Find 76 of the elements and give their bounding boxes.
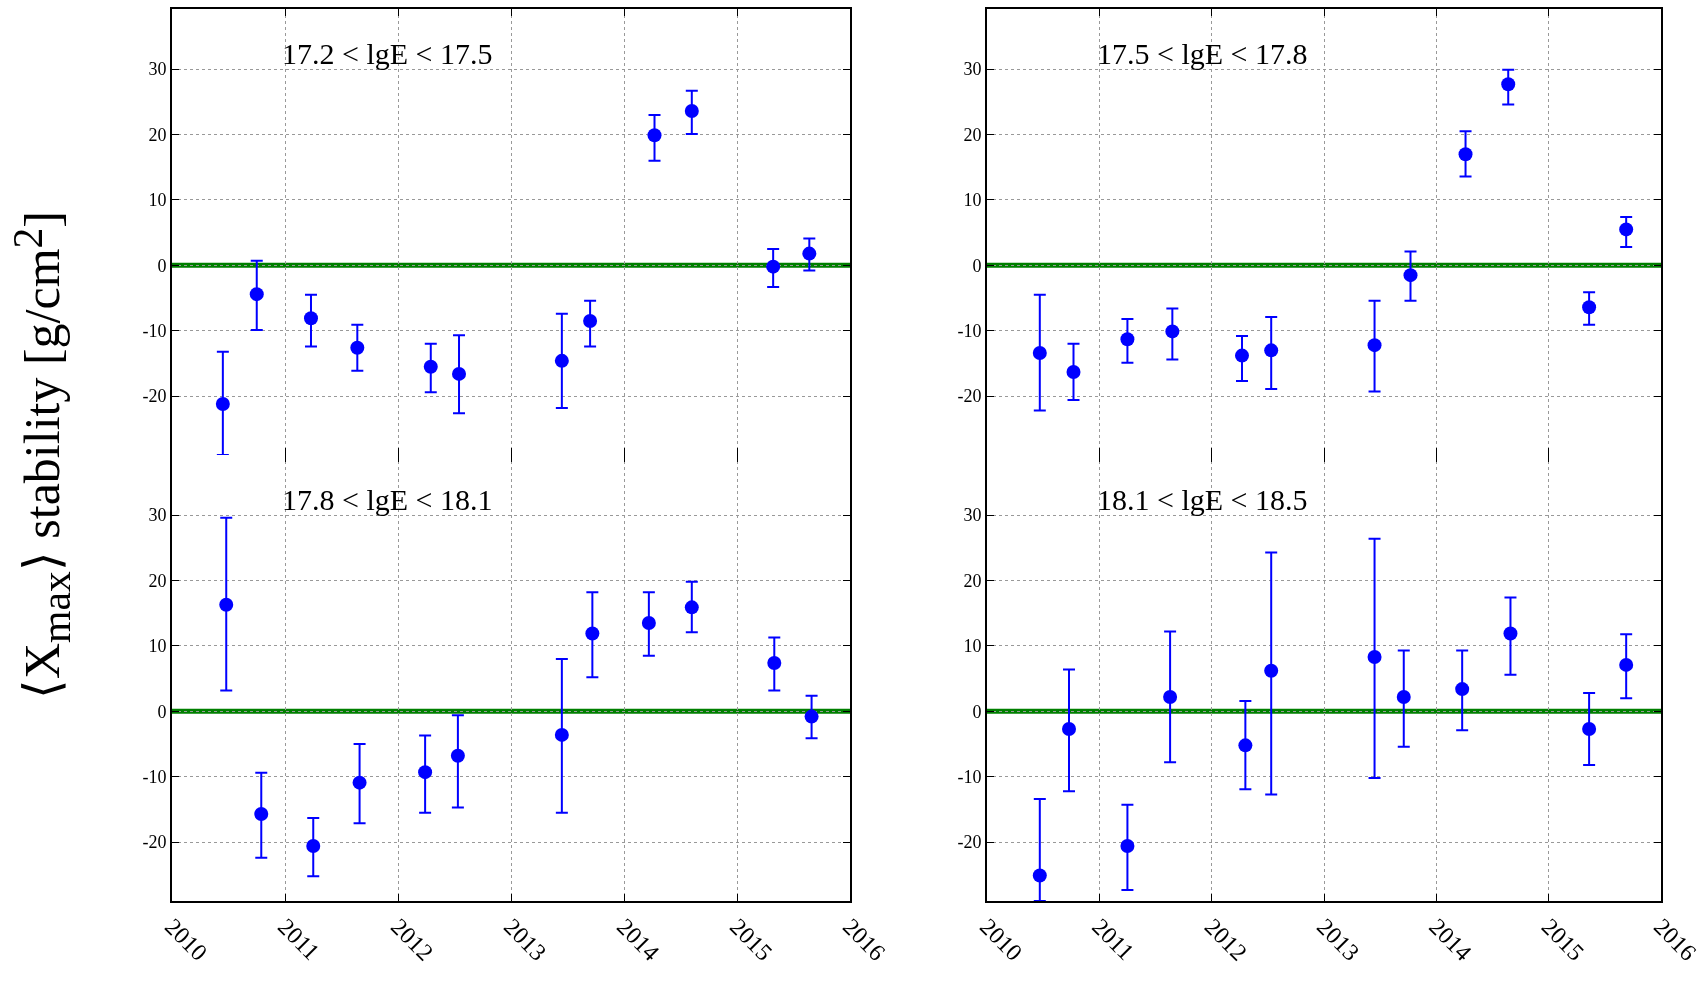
point	[249, 287, 264, 302]
point	[554, 727, 569, 742]
point	[1120, 332, 1135, 347]
y-tick-label: -10	[142, 321, 167, 342]
y-tick-label: 0	[157, 255, 167, 276]
y-tick-label: -20	[142, 386, 167, 407]
point	[306, 839, 321, 854]
point	[1582, 300, 1597, 315]
point	[1032, 345, 1047, 360]
annotation: 17.8 < lgE < 18.1	[282, 483, 493, 516]
point	[1165, 324, 1180, 339]
point	[804, 709, 819, 724]
point	[1619, 222, 1634, 237]
point	[1032, 868, 1047, 883]
point	[1503, 626, 1518, 641]
point	[254, 807, 269, 822]
point	[1396, 689, 1411, 704]
point	[1264, 663, 1279, 678]
y-tick-label: -20	[957, 832, 982, 853]
point	[1163, 689, 1178, 704]
point	[304, 311, 318, 326]
point	[452, 366, 467, 381]
y-tick-label: -20	[957, 386, 982, 407]
point	[1501, 77, 1516, 92]
point	[767, 655, 782, 670]
y-tick-label: 30	[963, 59, 982, 80]
point	[766, 259, 781, 274]
point	[1619, 657, 1634, 672]
point	[684, 104, 699, 119]
point	[1455, 682, 1470, 697]
point	[350, 340, 365, 355]
point	[1458, 147, 1473, 162]
point	[450, 748, 465, 763]
point	[1582, 722, 1597, 736]
point	[418, 765, 433, 780]
point	[1264, 343, 1279, 358]
point	[423, 359, 438, 374]
y-tick-label: 20	[148, 124, 167, 145]
point	[1403, 268, 1418, 283]
point	[1120, 839, 1135, 854]
point	[1238, 738, 1253, 753]
y-tick-label: 10	[963, 190, 982, 211]
y-tick-label: 20	[963, 570, 982, 591]
y-tick-label: 0	[972, 255, 982, 276]
point	[1367, 338, 1382, 353]
point	[1066, 364, 1081, 379]
point	[641, 616, 656, 631]
point	[215, 396, 230, 411]
y-tick-label: 20	[148, 570, 167, 591]
y-tick-label: 10	[148, 636, 167, 657]
point	[1062, 722, 1076, 736]
point	[1235, 348, 1249, 363]
y-tick-label: 30	[963, 505, 982, 526]
y-tick-label: 10	[963, 636, 982, 657]
y-tick-label: 20	[963, 124, 982, 145]
y-tick-label: 30	[148, 59, 167, 80]
point	[647, 128, 662, 143]
point	[1367, 650, 1382, 665]
annotation: 18.1 < lgE < 18.5	[1097, 483, 1308, 516]
y-tick-label: 0	[157, 701, 167, 722]
y-tick-label: -10	[957, 321, 982, 342]
y-tick-label: 30	[148, 505, 167, 526]
y-tick-label: 10	[148, 190, 167, 211]
y-tick-label: -20	[142, 832, 167, 853]
point	[554, 353, 569, 368]
point	[352, 775, 367, 790]
y-tick-label: -10	[957, 767, 982, 788]
annotation: 17.2 < lgE < 17.5	[282, 37, 493, 70]
y-tick-label: -10	[142, 767, 167, 788]
point	[802, 246, 817, 261]
annotation: 17.5 < lgE < 17.8	[1097, 37, 1308, 70]
point	[583, 313, 598, 328]
y-tick-label: 0	[972, 701, 982, 722]
point	[585, 626, 600, 641]
point	[684, 600, 699, 615]
point	[219, 597, 234, 612]
